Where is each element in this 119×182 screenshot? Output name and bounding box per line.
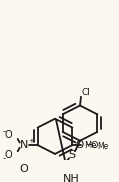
- Text: O: O: [4, 130, 12, 141]
- Text: -: -: [2, 154, 5, 163]
- Text: O: O: [4, 150, 12, 160]
- Text: Cl: Cl: [81, 88, 90, 97]
- Text: Me: Me: [97, 142, 109, 151]
- Text: -: -: [2, 127, 5, 136]
- Text: ─O: ─O: [86, 141, 99, 150]
- Text: N: N: [20, 140, 28, 150]
- Text: NH: NH: [63, 174, 80, 182]
- Text: +: +: [29, 138, 35, 144]
- Text: Me: Me: [84, 141, 97, 151]
- Text: S: S: [68, 150, 76, 160]
- Text: O: O: [75, 140, 84, 150]
- Text: O: O: [19, 164, 28, 174]
